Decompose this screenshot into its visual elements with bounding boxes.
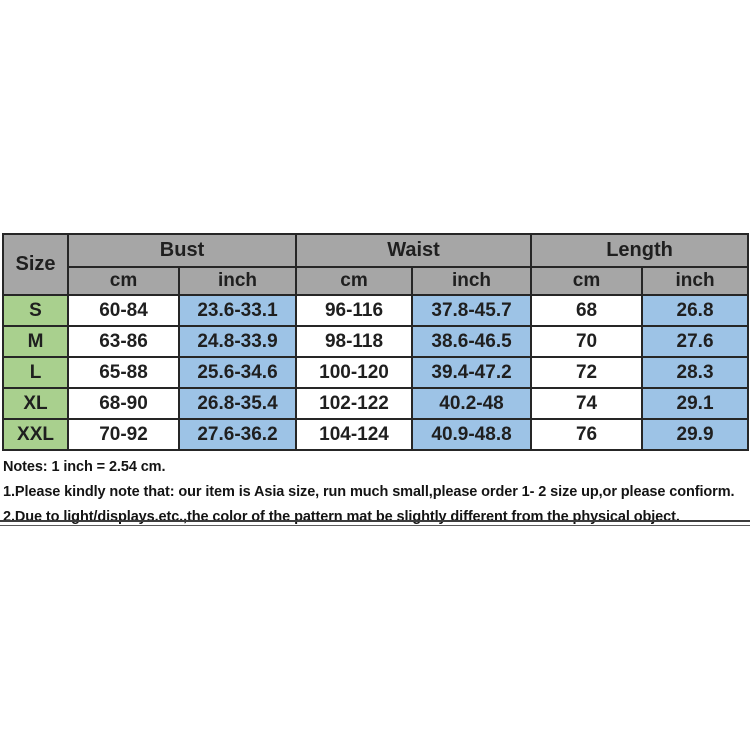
table-row: XL 68-90 26.8-35.4 102-122 40.2-48 74 29… xyxy=(2,387,750,420)
waist-inch-value: 40.2-48 xyxy=(411,387,533,420)
bust-inch-header: inch xyxy=(177,266,298,296)
bust-cm-value: 60-84 xyxy=(67,294,180,327)
waist-inch-value: 38.6-46.5 xyxy=(411,325,533,358)
waist-cm-value: 104-124 xyxy=(295,418,414,451)
notes-heading: Notes: 1 inch = 2.54 cm. xyxy=(3,459,166,475)
waist-cm-header: cm xyxy=(295,266,414,296)
table-row: XXL 70-92 27.6-36.2 104-124 40.9-48.8 76… xyxy=(2,418,750,451)
bust-inch-value: 25.6-34.6 xyxy=(177,356,298,389)
table-row: L 65-88 25.6-34.6 100-120 39.4-47.2 72 2… xyxy=(2,356,750,389)
note-line-1: 1.Please kindly note that: our item is A… xyxy=(3,484,735,500)
bust-cm-header: cm xyxy=(67,266,180,296)
length-cm-header: cm xyxy=(530,266,644,296)
bust-inch-value: 26.8-35.4 xyxy=(177,387,298,420)
table-row: Size Bust Waist Length xyxy=(2,233,750,296)
table-row: S 60-84 23.6-33.1 96-116 37.8-45.7 68 26… xyxy=(2,294,750,327)
bust-inch-value: 23.6-33.1 xyxy=(177,294,298,327)
waist-cm-value: 102-122 xyxy=(295,387,414,420)
waist-cm-value: 100-120 xyxy=(295,356,414,389)
size-label: S xyxy=(2,294,69,327)
waist-cm-value: 96-116 xyxy=(295,294,414,327)
length-group-header: Length xyxy=(530,233,750,268)
waist-inch-value: 40.9-48.8 xyxy=(411,418,533,451)
notes-block: Notes: 1 inch = 2.54 cm. 1.Please kindly… xyxy=(3,455,735,530)
size-chart-table: Size Bust Waist Length cm inch cm inch c… xyxy=(2,233,750,451)
length-cm-value: 70 xyxy=(530,325,644,358)
table-row: M 63-86 24.8-33.9 98-118 38.6-46.5 70 27… xyxy=(2,325,750,358)
length-cm-value: 68 xyxy=(530,294,644,327)
waist-cm-value: 98-118 xyxy=(295,325,414,358)
length-cm-value: 74 xyxy=(530,387,644,420)
bottom-divider xyxy=(0,520,750,526)
length-inch-value: 29.1 xyxy=(641,387,750,420)
waist-group-header: Waist xyxy=(295,233,533,268)
length-cm-value: 76 xyxy=(530,418,644,451)
bust-inch-value: 27.6-36.2 xyxy=(177,418,298,451)
bust-cm-value: 68-90 xyxy=(67,387,180,420)
size-label: L xyxy=(2,356,69,389)
length-inch-value: 27.6 xyxy=(641,325,750,358)
bust-inch-value: 24.8-33.9 xyxy=(177,325,298,358)
bust-cm-value: 70-92 xyxy=(67,418,180,451)
length-inch-value: 26.8 xyxy=(641,294,750,327)
table-row: cm inch cm inch cm inch xyxy=(3,266,750,296)
waist-inch-header: inch xyxy=(411,266,533,296)
size-label: XL xyxy=(2,387,69,420)
size-label: M xyxy=(2,325,69,358)
waist-inch-value: 37.8-45.7 xyxy=(411,294,533,327)
note-line-2: 2.Due to light/displays.etc.,the color o… xyxy=(3,509,680,525)
length-inch-value: 28.3 xyxy=(641,356,750,389)
length-inch-header: inch xyxy=(641,266,750,296)
bust-cm-value: 63-86 xyxy=(67,325,180,358)
size-label: XXL xyxy=(2,418,69,451)
length-cm-value: 72 xyxy=(530,356,644,389)
length-inch-value: 29.9 xyxy=(641,418,750,451)
bust-group-header: Bust xyxy=(66,233,298,268)
size-column-header: Size xyxy=(2,233,69,296)
bust-cm-value: 65-88 xyxy=(67,356,180,389)
waist-inch-value: 39.4-47.2 xyxy=(411,356,533,389)
